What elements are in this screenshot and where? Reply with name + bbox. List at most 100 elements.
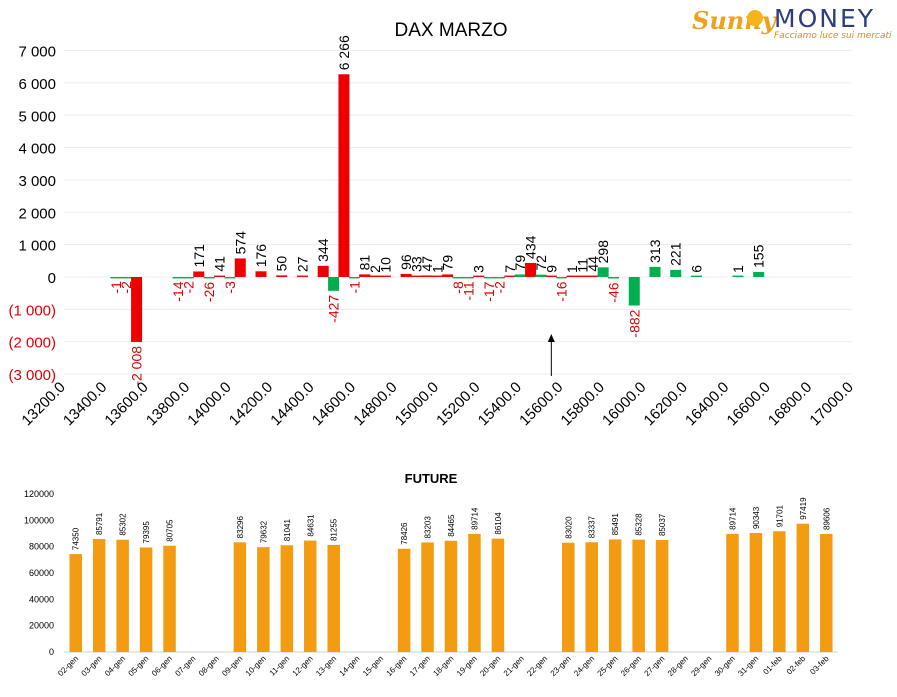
x-tick-label: 13200.0 bbox=[18, 379, 68, 429]
future-data-label: 97419 bbox=[799, 497, 808, 520]
future-bar bbox=[116, 539, 129, 652]
bar bbox=[348, 277, 360, 279]
bar bbox=[597, 267, 609, 277]
data-label: 27 bbox=[294, 256, 310, 272]
future-x-tick-label: 17-gen bbox=[408, 654, 432, 678]
data-label: 96 bbox=[398, 254, 414, 270]
future-bar bbox=[233, 542, 247, 652]
x-tick-label: 15200.0 bbox=[433, 379, 483, 429]
data-label: 47 bbox=[419, 256, 435, 272]
data-label: 1 bbox=[564, 265, 580, 273]
future-x-tick-label: 23-gen bbox=[549, 654, 573, 678]
data-label: 6 266 bbox=[336, 35, 352, 70]
sunny-money-logo: Sunny MONEY Facciamo luce sui mercati bbox=[690, 4, 895, 44]
future-bar bbox=[92, 539, 106, 652]
bar bbox=[504, 275, 516, 277]
bar bbox=[431, 275, 443, 277]
future-bar bbox=[796, 523, 810, 652]
x-tick-label: 13600.0 bbox=[101, 379, 151, 429]
data-label: -16 bbox=[554, 281, 570, 301]
data-label: 176 bbox=[253, 244, 269, 268]
logo-sunny: Sunny bbox=[692, 6, 776, 35]
y-tick-label: 1 000 bbox=[18, 238, 56, 255]
future-x-tick-label: 15-gen bbox=[361, 654, 385, 678]
future-data-labels: 74350 85791 85302 79395 80705 83296 79632 81041… bbox=[72, 497, 832, 550]
data-label: 79 bbox=[512, 255, 528, 271]
data-label: 313 bbox=[647, 239, 663, 263]
future-data-label: 83337 bbox=[588, 515, 597, 538]
bar bbox=[732, 275, 744, 277]
y-axis-tick-labels: 7 000 6 000 5 000 4 000 3 000 2 000 1 000 0 (1 0… bbox=[8, 44, 56, 384]
future-bar bbox=[820, 534, 833, 652]
data-label: -882 bbox=[626, 309, 642, 337]
future-bar bbox=[749, 533, 763, 652]
data-label: 10 bbox=[377, 257, 393, 273]
future-x-tick-label: 18-gen bbox=[431, 654, 455, 678]
data-label: -26 bbox=[201, 282, 217, 302]
future-data-label: 81255 bbox=[330, 518, 339, 541]
x-tick-label: 14800.0 bbox=[350, 379, 400, 429]
future-x-tick-label: 04-gen bbox=[103, 654, 127, 678]
bars bbox=[110, 74, 765, 342]
dax-marzo-chart: DAX MARZO 7 000 6 000 5 000 4 000 3 000 2 000… bbox=[8, 20, 856, 429]
future-data-label: 79632 bbox=[259, 520, 268, 543]
future-bar bbox=[69, 554, 82, 652]
future-bars bbox=[69, 523, 833, 652]
bar bbox=[359, 274, 371, 277]
bar bbox=[442, 274, 454, 277]
future-bar bbox=[726, 533, 739, 652]
data-label: 81 bbox=[357, 255, 373, 271]
future-x-tick-label: 22-gen bbox=[525, 654, 549, 678]
bar bbox=[628, 277, 640, 306]
future-data-label: 81041 bbox=[283, 518, 292, 541]
bar bbox=[234, 258, 246, 277]
future-x-tick-label: 24-gen bbox=[572, 654, 596, 678]
bar bbox=[203, 277, 215, 279]
logo-money: MONEY bbox=[774, 4, 876, 33]
bar bbox=[462, 277, 474, 279]
future-bar bbox=[585, 542, 598, 652]
arrow-head bbox=[547, 334, 555, 342]
future-bar bbox=[444, 540, 458, 652]
data-label: 11 bbox=[574, 258, 590, 273]
future-data-label: 79395 bbox=[142, 521, 151, 544]
data-label: -11 bbox=[460, 281, 476, 300]
bar bbox=[296, 275, 308, 277]
y-tick-label: (3 000) bbox=[8, 367, 56, 384]
future-data-label: 80705 bbox=[166, 519, 175, 542]
future-x-tick-label: 21-gen bbox=[502, 654, 526, 678]
y-tick-label: 0 bbox=[48, 270, 56, 287]
bar bbox=[535, 274, 547, 277]
future-x-tick-label: 08-gen bbox=[197, 654, 221, 678]
data-label: 298 bbox=[595, 240, 611, 264]
future-x-tick-label: 27-gen bbox=[643, 654, 667, 678]
future-x-tick-label: 11-gen bbox=[268, 654, 292, 678]
future-data-label: 89714 bbox=[728, 507, 737, 530]
y-tick-label: 120000 bbox=[24, 489, 54, 499]
bar bbox=[182, 277, 194, 279]
y-tick-label: 7 000 bbox=[18, 44, 56, 61]
data-label: -2 bbox=[180, 281, 196, 294]
future-bar bbox=[491, 538, 505, 652]
data-label: 2 bbox=[367, 265, 383, 273]
bar bbox=[317, 265, 329, 277]
bar bbox=[110, 277, 122, 279]
bar bbox=[276, 275, 288, 277]
y-tick-label: 0 bbox=[49, 647, 54, 657]
y-tick-label: 4 000 bbox=[18, 141, 56, 158]
data-label: -2 bbox=[491, 281, 507, 294]
future-x-tick-label: 25-gen bbox=[596, 654, 620, 678]
sun-icon bbox=[747, 10, 763, 26]
bar bbox=[608, 277, 620, 279]
bar bbox=[587, 275, 599, 277]
x-tick-label: 17000.0 bbox=[806, 379, 856, 429]
chart-title: DAX MARZO bbox=[395, 20, 508, 41]
x-tick-label: 14600.0 bbox=[309, 379, 359, 429]
future-bar bbox=[468, 533, 481, 652]
logo-tagline: Facciamo luce sui mercati bbox=[774, 31, 892, 41]
bar bbox=[328, 277, 340, 291]
y-tick-label: 2 000 bbox=[18, 205, 56, 222]
future-bar bbox=[139, 547, 153, 652]
bar bbox=[525, 262, 537, 277]
future-data-label: 78426 bbox=[400, 522, 409, 545]
